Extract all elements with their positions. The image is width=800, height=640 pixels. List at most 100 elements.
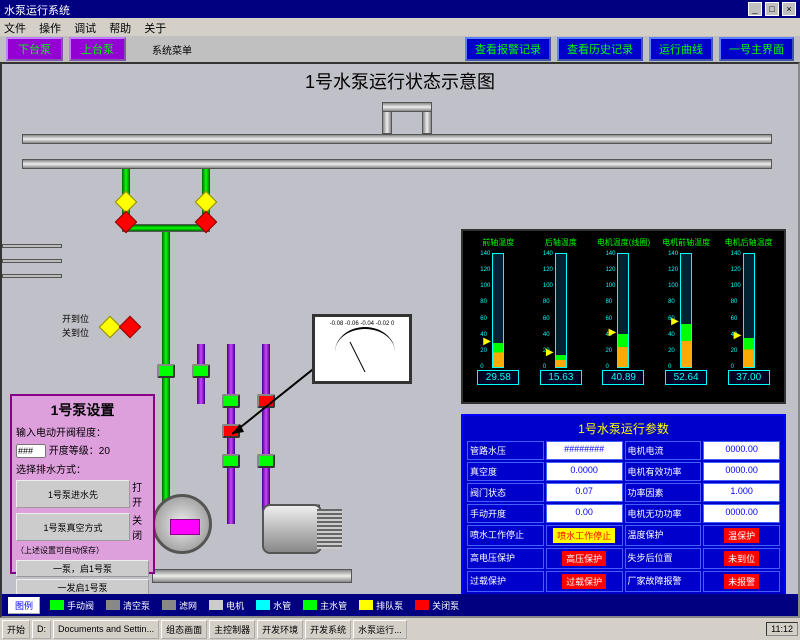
- indicator: [192, 364, 210, 378]
- pipe-green: [122, 224, 210, 232]
- sensor-value: 29.58: [477, 370, 519, 385]
- start-button[interactable]: 开始: [2, 620, 30, 639]
- history-log-button[interactable]: 查看历史记录: [557, 37, 643, 61]
- param-label: 电机无功功率: [625, 504, 702, 523]
- window-title: 水泵运行系统: [4, 2, 70, 16]
- sensor-column: 电机温度(线圈)140120100806040200▶40.89: [594, 237, 653, 396]
- param-status-label: 温度保护: [625, 525, 702, 546]
- legend-item: 滤网: [162, 599, 197, 612]
- sensor-value: 40.89: [602, 370, 644, 385]
- taskbar-item[interactable]: Documents and Settin...: [53, 620, 159, 639]
- pipe: [22, 159, 772, 169]
- sensor-value: 37.00: [728, 370, 770, 385]
- pipe: [22, 134, 772, 144]
- next-pump-button[interactable]: 上台泵: [69, 37, 126, 61]
- sys-menu-label: 系统菜单: [152, 42, 192, 57]
- curve-button[interactable]: 运行曲线: [649, 37, 713, 61]
- param-value: 0000.00: [703, 441, 780, 460]
- param-value: 0.00: [546, 504, 623, 523]
- taskbar-item[interactable]: 开发环境: [257, 620, 303, 639]
- param-status-label: 高电压保护: [467, 548, 544, 569]
- menu-item[interactable]: 文件: [4, 23, 26, 35]
- sensor-panel: 前轴温度140120100806040200▶29.58后轴温度14012010…: [461, 229, 786, 404]
- sensor-column: 后轴温度140120100806040200▶15.63: [532, 237, 591, 396]
- legend-item: 清空泵: [106, 599, 150, 612]
- legend-item: 手动阀: [50, 599, 94, 612]
- window-controls: _ □ ×: [748, 2, 796, 16]
- param-label: 手动开度: [467, 504, 544, 523]
- menu-item[interactable]: 调试: [74, 23, 96, 35]
- sensor-bar: ▶: [743, 253, 755, 368]
- legend-item: 排队泵: [359, 599, 403, 612]
- indicator: [257, 454, 275, 468]
- drain-mode-1[interactable]: 1号泵进水先: [16, 480, 130, 508]
- sensor-value: 15.63: [540, 370, 582, 385]
- param-status-indicator: 过载保护: [546, 571, 623, 592]
- menu-item[interactable]: 帮助: [109, 23, 131, 35]
- param-value: 0.07: [546, 483, 623, 502]
- param-status-indicator: 未报警: [703, 571, 780, 592]
- sensor-header: 电机前轴温度: [662, 237, 710, 251]
- taskbar-item[interactable]: 主控制器: [209, 620, 255, 639]
- param-label: 电机有效功率: [625, 462, 702, 481]
- param-label: 功率因素: [625, 483, 702, 502]
- clock: 11:12: [766, 622, 798, 636]
- valve-degree-input[interactable]: [16, 444, 46, 458]
- valve-red[interactable]: [119, 316, 142, 339]
- param-status-indicator: 未到位: [703, 548, 780, 569]
- taskbar: 开始 D:Documents and Settin...组态画面主控制器开发环境…: [0, 618, 800, 640]
- close-pos-label: 关到位: [62, 326, 89, 339]
- param-value: 0.0000: [546, 462, 623, 481]
- taskbar-item[interactable]: 水泵运行...: [353, 620, 407, 639]
- param-status-label: 过载保护: [467, 571, 544, 592]
- pipe: [2, 244, 62, 248]
- sensor-value: 52.64: [665, 370, 707, 385]
- param-label: 管路水压: [467, 441, 544, 460]
- param-label: 电机电流: [625, 441, 702, 460]
- indicator: [222, 454, 240, 468]
- prev-pump-button[interactable]: 下台泵: [6, 37, 63, 61]
- sensor-header: 后轴温度: [545, 237, 577, 251]
- pipe: [382, 102, 432, 112]
- legend-item: 水管: [256, 599, 291, 612]
- sensor-column: 电机前轴温度140120100806040200▶52.64: [657, 237, 716, 396]
- param-status-label: 厂家故障报警: [625, 571, 702, 592]
- sensor-header: 电机后轴温度: [725, 237, 773, 251]
- motor: [262, 504, 342, 564]
- indicator: [157, 364, 175, 378]
- menu-item[interactable]: 关于: [144, 23, 166, 35]
- legend-button[interactable]: 图例: [8, 597, 40, 614]
- main-canvas: 1号水泵运行状态示意图 开到位 关到位 -0.08 -0.06 -0.04 -0…: [0, 62, 800, 618]
- param-value: ########: [546, 441, 623, 460]
- baseplate: [152, 569, 352, 583]
- analog-gauge: -0.08 -0.06 -0.04 -0.02 0: [312, 314, 412, 384]
- param-status-label: 失步后位置: [625, 548, 702, 569]
- settings-panel: 1号泵设置 输入电动开阀程度： 开度等级：20 选择排水方式： 1号泵进水先打开…: [10, 394, 155, 574]
- menu-item[interactable]: 操作: [39, 23, 61, 35]
- maximize-button[interactable]: □: [765, 2, 779, 16]
- pipe: [2, 259, 62, 263]
- pipe: [2, 274, 62, 278]
- start-pump-1[interactable]: 一泵，启1号泵: [16, 560, 149, 577]
- sensor-bar: ▶: [492, 253, 504, 368]
- main-screen-button[interactable]: 一号主界面: [719, 37, 794, 61]
- sensor-bar: ▶: [617, 253, 629, 368]
- minimize-button[interactable]: _: [748, 2, 762, 16]
- diagram-title: 1号水泵运行状态示意图: [2, 64, 798, 98]
- param-status-indicator: 高压保护: [546, 548, 623, 569]
- param-status-label: 喷水工作停止: [467, 525, 544, 546]
- drain-mode-2[interactable]: 1号泵真空方式: [16, 513, 130, 541]
- taskbar-item[interactable]: D:: [32, 620, 51, 639]
- taskbar-item[interactable]: 组态画面: [161, 620, 207, 639]
- param-label: 真空度: [467, 462, 544, 481]
- menubar: 文件 操作 调试 帮助 关于: [0, 18, 800, 36]
- param-label: 阀门状态: [467, 483, 544, 502]
- param-status-indicator: 喷水工作停止: [546, 525, 623, 546]
- param-value: 0000.00: [703, 504, 780, 523]
- alarm-log-button[interactable]: 查看报警记录: [465, 37, 551, 61]
- legend-item: 关闭泵: [415, 599, 459, 612]
- settings-title: 1号泵设置: [16, 400, 149, 420]
- close-button[interactable]: ×: [782, 2, 796, 16]
- legend-item: 电机: [209, 599, 244, 612]
- taskbar-item[interactable]: 开发系统: [305, 620, 351, 639]
